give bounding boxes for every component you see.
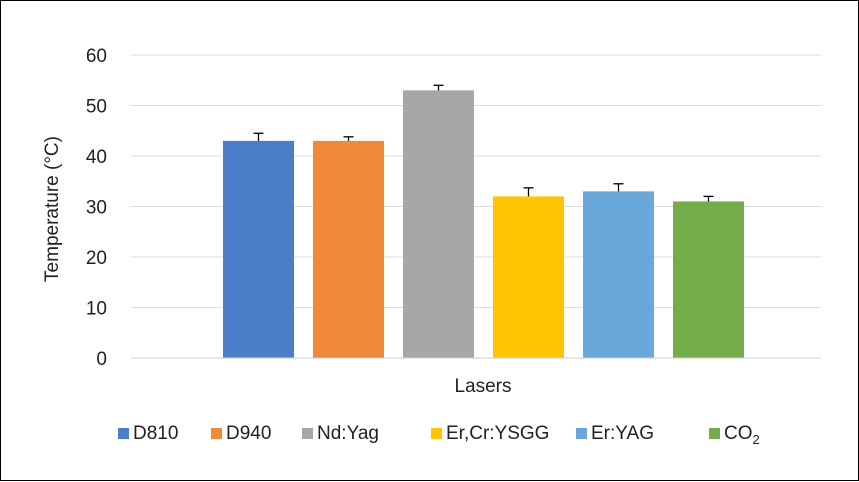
legend-item: CO2 — [709, 423, 760, 447]
legend-swatch — [211, 428, 222, 439]
legend-swatch — [118, 428, 129, 439]
legend-item: Er:YAG — [576, 423, 654, 444]
y-tick-label: 20 — [86, 248, 107, 269]
bar-er-cr-ysgg — [493, 196, 564, 358]
bar-nd-yag — [403, 90, 474, 358]
legend-label: Nd:Yag — [317, 423, 379, 444]
y-tick-label: 30 — [86, 198, 107, 219]
legend-label: Er:YAG — [591, 423, 654, 444]
legend-label: CO2 — [724, 423, 760, 447]
legend-label: Er,Cr:YSGG — [446, 423, 549, 444]
legend-item: D810 — [118, 423, 178, 444]
y-tick-label: 10 — [86, 299, 107, 320]
bar-d810 — [223, 140, 294, 358]
legend-swatch — [431, 428, 442, 439]
legend-label: D810 — [133, 423, 178, 444]
y-tick-label: 50 — [86, 97, 107, 118]
y-tick-label: 0 — [96, 349, 107, 370]
bars — [223, 90, 744, 358]
legend-label: D940 — [226, 423, 271, 444]
legend: D810 D940 Nd:Yag Er,Cr:YSGG Er:YAG CO2 — [118, 423, 760, 447]
y-axis-ticks: 0 10 20 30 40 50 60 — [86, 46, 107, 370]
y-tick-label: 60 — [86, 46, 107, 67]
bar-d940 — [313, 140, 384, 358]
y-tick-label: 40 — [86, 147, 107, 168]
error-bars — [253, 84, 714, 202]
legend-swatch — [576, 428, 587, 439]
legend-item: Er,Cr:YSGG — [431, 423, 549, 444]
bar-er-yag — [583, 191, 654, 358]
legend-swatch — [302, 428, 313, 439]
legend-swatch — [709, 428, 720, 439]
legend-item: D940 — [211, 423, 271, 444]
y-axis-title: Temperature (°C) — [42, 136, 63, 282]
legend-item: Nd:Yag — [302, 423, 379, 444]
x-axis-title: Lasers — [454, 376, 511, 397]
bar-co — [673, 201, 744, 358]
